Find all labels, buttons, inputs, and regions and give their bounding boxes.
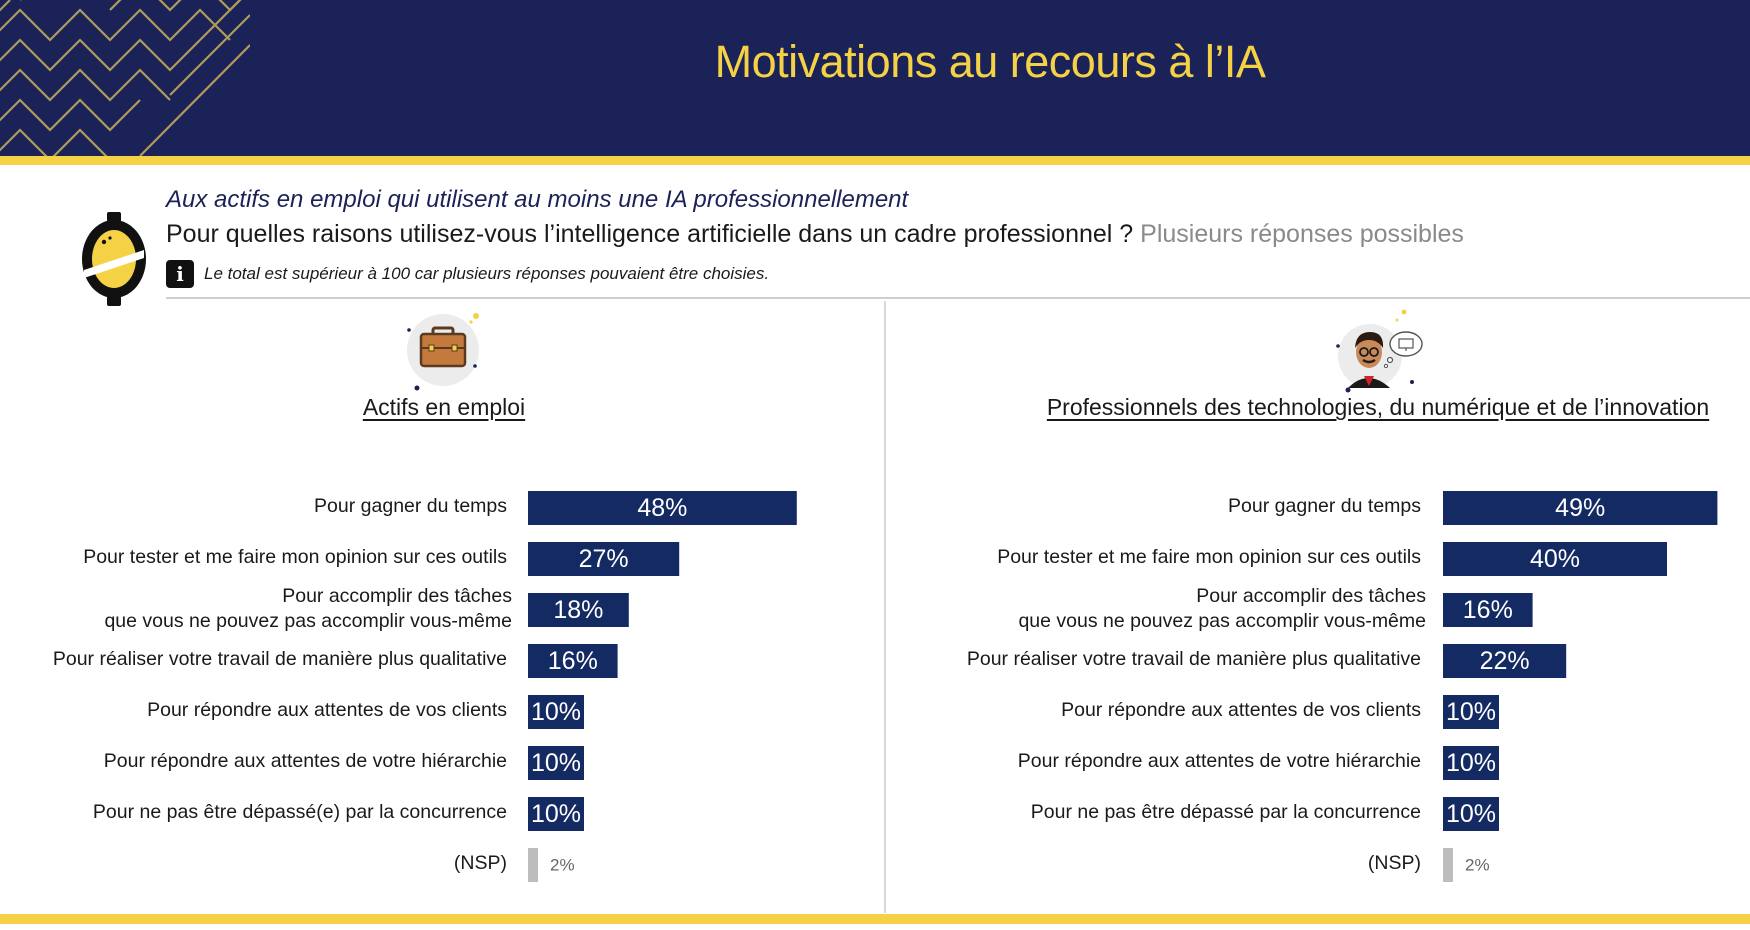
value-label: 18% xyxy=(553,596,603,624)
bar-actifs-4 xyxy=(528,695,584,729)
chevron-pattern-decoration xyxy=(0,0,250,156)
question-text: Pour quelles raisons utilisez-vous l’int… xyxy=(166,220,1134,248)
value-label: 10% xyxy=(1446,800,1496,828)
panel-title-actifs: Actifs en emploi xyxy=(362,394,526,420)
category-label: Pour réaliser votre travail de manière p… xyxy=(967,648,1421,670)
bar-tech-3 xyxy=(1443,644,1567,678)
bar-tech-2 xyxy=(1443,593,1533,627)
survey-question: Pour quelles raisons utilisez-vous l’int… xyxy=(166,220,1464,249)
category-label: Pour ne pas être dépassé(e) par la concu… xyxy=(93,801,507,823)
value-label: 10% xyxy=(531,698,581,726)
panel-title-professionnels-tech: Professionnels des technologies, du numé… xyxy=(1046,394,1710,420)
bar-tech-0 xyxy=(1443,491,1718,525)
charts-area: 48% Pour gagner du temps 27% Pour tester et… xyxy=(0,480,1750,900)
bar-tech-7 xyxy=(1443,848,1453,882)
category-label: Pour répondre aux attentes de vos client… xyxy=(147,699,507,721)
value-label: 22% xyxy=(1480,647,1530,675)
value-label: 2% xyxy=(1465,856,1490,875)
value-label: 40% xyxy=(1530,545,1580,573)
value-label: 2% xyxy=(550,856,575,875)
header-banner: Motivations au recours à l’IA xyxy=(0,0,1750,156)
value-label: 10% xyxy=(1446,749,1496,777)
category-label: Pour répondre aux attentes de votre hiér… xyxy=(1018,750,1421,772)
category-label: Pour tester et me faire mon opinion sur … xyxy=(83,546,507,568)
bar-actifs-5 xyxy=(528,746,584,780)
info-note-row: i Le total est supérieur à 100 car plusi… xyxy=(166,259,769,289)
category-label: (NSP) xyxy=(454,852,507,874)
audience-subtitle: Aux actifs en emploi qui utilisent au mo… xyxy=(166,186,909,213)
value-label: 10% xyxy=(1446,698,1496,726)
bar-actifs-7 xyxy=(528,848,538,882)
category-label: Pour répondre aux attentes de vos client… xyxy=(1061,699,1421,721)
value-label: 10% xyxy=(531,800,581,828)
value-label: 16% xyxy=(1463,596,1513,624)
bar-charts: 48% Pour gagner du temps 27% Pour tester et… xyxy=(53,491,1718,882)
info-icon: i xyxy=(166,260,194,288)
bar-actifs-0 xyxy=(528,491,797,525)
footer-accent-stripe xyxy=(0,914,1750,924)
question-hint: Plusieurs réponses possibles xyxy=(1140,220,1464,248)
bar-actifs-3 xyxy=(528,644,618,678)
vertical-divider xyxy=(884,301,886,913)
header-accent-stripe xyxy=(0,156,1750,165)
tech-professional-icon xyxy=(1336,309,1423,393)
category-label: Pour accomplir des tâches que vous ne pou… xyxy=(104,585,512,632)
horizontal-divider xyxy=(166,297,1750,299)
category-label: Pour réaliser votre travail de manière p… xyxy=(53,648,507,670)
briefcase-icon xyxy=(407,313,479,391)
category-label: Pour tester et me faire mon opinion sur … xyxy=(997,546,1421,568)
value-label: 27% xyxy=(579,545,629,573)
value-label: 10% xyxy=(531,749,581,777)
bar-tech-6 xyxy=(1443,797,1499,831)
category-label: (NSP) xyxy=(1368,852,1421,874)
bar-actifs-2 xyxy=(528,593,629,627)
bar-tech-1 xyxy=(1443,542,1667,576)
category-label: Pour répondre aux attentes de votre hiér… xyxy=(104,750,507,772)
value-label: 49% xyxy=(1555,494,1605,522)
brand-logo xyxy=(82,212,146,306)
value-label: 48% xyxy=(637,494,687,522)
value-label: 16% xyxy=(548,647,598,675)
category-label: Pour gagner du temps xyxy=(1228,495,1421,517)
bar-actifs-1 xyxy=(528,542,680,576)
category-label: Pour gagner du temps xyxy=(314,495,507,517)
bar-tech-4 xyxy=(1443,695,1499,729)
category-label: Pour ne pas être dépassé par la concurre… xyxy=(1031,801,1421,823)
bar-actifs-6 xyxy=(528,797,584,831)
bar-tech-5 xyxy=(1443,746,1499,780)
page-title: Motivations au recours à l’IA xyxy=(714,36,1266,87)
category-label: Pour accomplir des tâches que vous ne pou… xyxy=(1018,585,1426,632)
info-note: Le total est supérieur à 100 car plusieu… xyxy=(204,264,770,283)
